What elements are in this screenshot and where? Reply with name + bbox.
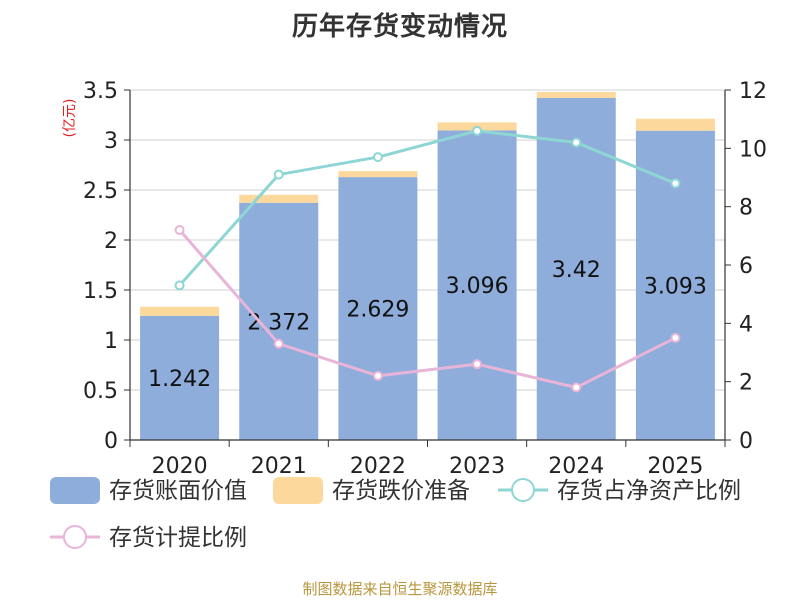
bar-impairment <box>536 92 616 98</box>
x-tick-label: 2025 <box>647 454 703 479</box>
y2-tick-label: 10 <box>739 137 767 162</box>
bar-book-value <box>437 130 517 440</box>
bar-data-label: 2.629 <box>346 298 409 323</box>
y-tick-label: 2 <box>104 229 118 254</box>
y-axis-label: (亿元) <box>62 99 78 138</box>
y-tick-label: 0 <box>104 429 118 454</box>
point-provision-ratio <box>273 338 284 349</box>
bar-book-value <box>140 315 220 440</box>
point-inventory-ratio <box>670 178 681 189</box>
legend-label: 存货跌价准备 <box>332 478 470 504</box>
bar-impairment <box>635 118 715 131</box>
point-inventory-ratio <box>472 125 483 136</box>
x-tick-label: 2024 <box>548 454 604 479</box>
point-provision-ratio <box>670 332 681 343</box>
bar-data-label: 3.093 <box>644 274 707 299</box>
y2-tick-label: 2 <box>739 371 753 396</box>
y-tick-label: 1 <box>104 329 118 354</box>
y-tick-label: 0.5 <box>83 379 118 404</box>
legend-swatch <box>273 477 323 504</box>
bar-impairment <box>140 306 220 316</box>
line-inventory-ratio <box>178 129 676 287</box>
bar-data-label: 1.242 <box>148 367 211 392</box>
bar-impairment <box>239 194 319 203</box>
line-provision-ratio <box>178 229 677 390</box>
source-note: 制图数据来自恒生聚源数据库 <box>302 580 498 598</box>
x-tick-label: 2022 <box>350 454 406 479</box>
y2-tick-label: 12 <box>739 79 767 104</box>
point-provision-ratio <box>174 225 185 235</box>
legend-label: 存货占净资产比例 <box>557 478 741 504</box>
bar-data-label: 3.42 <box>552 258 601 283</box>
y-tick-label: 3.5 <box>83 79 118 104</box>
y-tick-label: 2.5 <box>83 179 118 204</box>
y-tick-label: 3 <box>104 129 118 154</box>
bar-book-value <box>338 177 418 440</box>
y2-tick-label: 8 <box>739 196 753 221</box>
y2-tick-label: 4 <box>739 312 753 337</box>
x-tick-label: 2021 <box>251 454 307 479</box>
point-inventory-ratio <box>571 137 582 148</box>
legend-label: 存货账面价值 <box>109 478 247 504</box>
bar-book-value <box>239 202 319 440</box>
legend-label: 存货计提比例 <box>109 525 247 551</box>
bar-data-label: 2.372 <box>247 310 310 335</box>
legend-swatch-marker <box>511 478 535 502</box>
x-tick-label: 2020 <box>152 454 208 479</box>
bar-data-label: 3.096 <box>446 274 509 299</box>
bar-impairment <box>338 171 418 178</box>
y2-tick-label: 0 <box>739 429 753 454</box>
point-provision-ratio <box>472 359 483 370</box>
point-inventory-ratio <box>273 169 284 180</box>
y2-tick-label: 6 <box>739 254 753 279</box>
legend-swatch <box>50 477 100 504</box>
legend-swatch-marker <box>63 525 87 549</box>
point-inventory-ratio <box>174 280 185 291</box>
point-provision-ratio <box>372 370 383 381</box>
chart-title: 历年存货变动情况 <box>291 12 508 42</box>
point-provision-ratio <box>571 382 582 393</box>
x-tick-label: 2023 <box>449 454 505 479</box>
y-tick-label: 1.5 <box>83 279 118 304</box>
point-inventory-ratio <box>372 152 383 163</box>
